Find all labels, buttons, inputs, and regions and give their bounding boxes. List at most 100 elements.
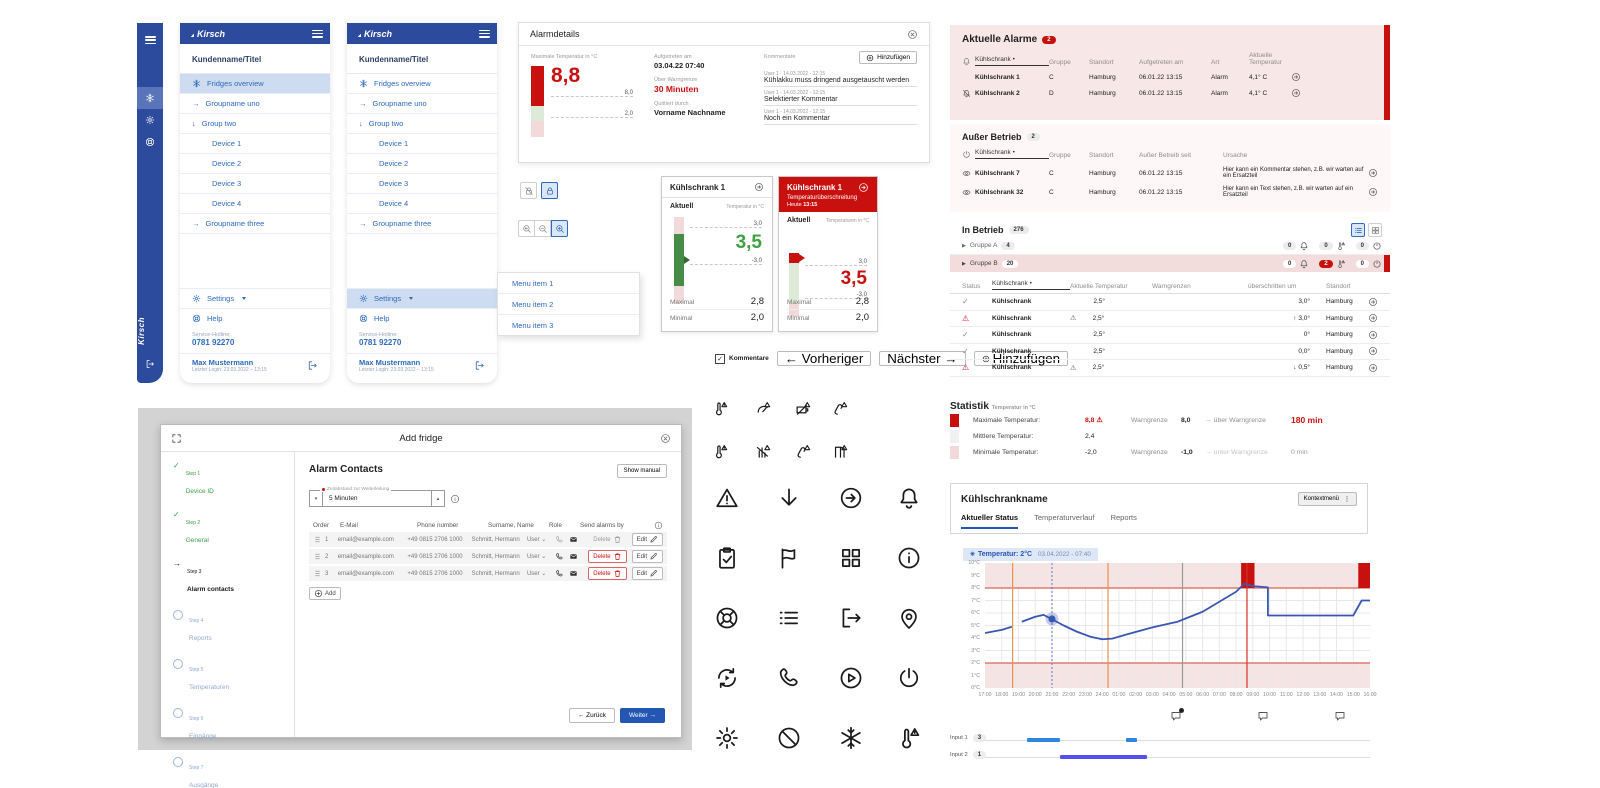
contact-row[interactable]: 2 email@example.com +49 0815 2706 1000 Schm…: [309, 549, 667, 564]
settings-circle-icon[interactable]: [654, 521, 663, 530]
sidebar-item-settings[interactable]: Settings: [347, 288, 497, 308]
rail-item-help[interactable]: [137, 131, 163, 153]
next-button[interactable]: Weiter →: [620, 708, 665, 723]
step-ausgaenge[interactable]: Step 7 Ausgänge: [173, 756, 294, 788]
open-detail-icon[interactable]: [1368, 313, 1378, 323]
drag-handle-icon[interactable]: [313, 569, 322, 578]
rail-logout-button[interactable]: [137, 353, 163, 375]
open-detail-icon[interactable]: [1368, 346, 1378, 356]
group-row-alert[interactable]: ▶ Gruppe B 20 0 2 0: [950, 255, 1390, 272]
hotline-number[interactable]: 0781 92270: [359, 338, 402, 347]
add-comment-button[interactable]: Hinzufügen: [859, 51, 917, 64]
step-reports[interactable]: Step 4 Reports: [173, 609, 294, 645]
sidebar-item-group-two[interactable]: ↓ Group two: [180, 114, 330, 134]
sidebar-item-device-2[interactable]: Device 2: [347, 154, 497, 174]
expand-icon[interactable]: [171, 433, 182, 444]
open-detail-icon[interactable]: [1368, 168, 1378, 178]
zoom-reset-button[interactable]: [518, 220, 535, 237]
phone-icon[interactable]: [555, 535, 564, 544]
add-contact-button[interactable]: Add: [309, 587, 341, 600]
fridge-table-row[interactable]: Kühlschrank⚠2,5°↑ 3,0°Hamburg: [950, 311, 1390, 327]
sidebar-item-help[interactable]: Help: [347, 308, 497, 328]
comment-marker-icon[interactable]: [1170, 708, 1184, 722]
logout-icon[interactable]: [307, 360, 318, 371]
comment-marker-icon[interactable]: [1257, 710, 1269, 722]
info-icon[interactable]: [450, 494, 460, 504]
sort-column-header[interactable]: Kühlschrank •: [975, 149, 1049, 159]
hamburger-icon[interactable]: [479, 29, 490, 38]
fridge-table-row[interactable]: Kühlschrank⚠2,5°↓ 0,5°Hamburg: [950, 360, 1390, 377]
step-alarm-contacts[interactable]: → Step 3 Alarm contacts: [173, 559, 234, 594]
open-detail-icon[interactable]: [858, 182, 869, 193]
sidebar-item-group-two[interactable]: ↓ Group two: [347, 114, 497, 134]
out-of-service-row[interactable]: Kühlschrank 7 C Hamburg 06.01.22 13:15 H…: [950, 159, 1390, 179]
fridge-card-normal[interactable]: Kühlschrank 1 Aktuell Temperatur in °C 3,…: [661, 176, 773, 332]
open-detail-icon[interactable]: [754, 182, 764, 192]
contact-row[interactable]: 1 email@example.com +49 0815 2706 1000 Schm…: [309, 532, 667, 547]
tab-temperaturverlauf[interactable]: Temperaturverlauf: [1034, 513, 1095, 522]
open-detail-icon[interactable]: [1368, 363, 1378, 373]
edit-button[interactable]: Edit: [631, 533, 663, 546]
delete-button[interactable]: Delete: [588, 550, 627, 563]
stepper-up-button[interactable]: ▴: [431, 491, 444, 506]
open-detail-icon[interactable]: [1368, 187, 1378, 197]
hotline-number[interactable]: 0781 92270: [192, 338, 235, 347]
sort-column-header[interactable]: Kühlschrank •: [975, 56, 1049, 66]
back-button[interactable]: ← Zurück: [568, 708, 616, 723]
edit-button[interactable]: Edit: [631, 550, 663, 563]
comment-item[interactable]: User 1 - 14.03.2022 - 12:15 Selektierter…: [764, 87, 917, 106]
role-select[interactable]: User ⌄: [526, 554, 547, 560]
delete-button[interactable]: Delete: [588, 533, 626, 546]
alarm-row[interactable]: Kühlschrank 1 C Hamburg 06.01.22 13:15 A…: [950, 66, 1390, 82]
open-detail-icon[interactable]: [1291, 88, 1301, 98]
show-manual-button[interactable]: Show manual: [616, 464, 667, 478]
sidebar-item-settings[interactable]: Settings: [180, 288, 330, 308]
zoom-out-button[interactable]: [535, 220, 551, 237]
fridge-card-alarm[interactable]: Kühlschrank 1 Temperaturüberschreitung H…: [778, 176, 878, 332]
close-icon[interactable]: [660, 433, 671, 444]
sidebar-item-group-three[interactable]: → Groupname three: [347, 214, 497, 234]
delete-button[interactable]: Delete: [588, 567, 627, 580]
sidebar-item-group-three[interactable]: → Groupname three: [180, 214, 330, 234]
open-detail-icon[interactable]: [1368, 330, 1378, 340]
tab-reports[interactable]: Reports: [1110, 513, 1137, 522]
step-general[interactable]: ✓ Step 2 General: [173, 510, 209, 545]
sidebar-item-device-2[interactable]: Device 2: [180, 154, 330, 174]
sort-column-header[interactable]: Kühlschrank •: [992, 280, 1070, 290]
sidebar-item-device-4[interactable]: Device 4: [180, 194, 330, 214]
previous-button[interactable]: ← Vorheriger: [776, 351, 872, 366]
sidebar-item-device-4[interactable]: Device 4: [347, 194, 497, 214]
sidebar-item-help[interactable]: Help: [180, 308, 330, 328]
alarm-row[interactable]: Kühlschrank 2 D Hamburg 06.01.22 13:15 A…: [950, 82, 1390, 98]
add-button[interactable]: Hinzufügen: [973, 351, 1069, 366]
mail-icon[interactable]: [569, 569, 578, 578]
menu-toggle-button[interactable]: [137, 29, 163, 51]
role-select[interactable]: User ⌄: [526, 571, 547, 577]
comment-item[interactable]: User 1 - 14.03.2022 - 12:15 Noch ein Kom…: [764, 106, 917, 125]
comment-marker-icon[interactable]: [1334, 710, 1346, 722]
context-menu-button[interactable]: Kontextmenü: [1297, 492, 1357, 506]
out-of-service-row[interactable]: Kühlschrank 32 C Hamburg 06.01.22 13:15 …: [950, 179, 1390, 198]
list-view-button[interactable]: [1351, 223, 1365, 237]
role-select[interactable]: User ⌄: [526, 537, 547, 543]
mail-icon[interactable]: [569, 552, 578, 561]
menu-item-3[interactable]: Menu item 3: [512, 320, 554, 330]
sidebar-item-device-1[interactable]: Device 1: [347, 134, 497, 154]
lock-button[interactable]: [541, 182, 558, 199]
close-icon[interactable]: [907, 29, 918, 40]
menu-item-2[interactable]: Menu item 2: [498, 294, 639, 315]
sidebar-item-fridges-overview[interactable]: Fridges overview: [347, 74, 497, 94]
drag-handle-icon[interactable]: [313, 552, 322, 561]
contact-row[interactable]: 3 email@example.com +49 0815 2706 1000 Schm…: [309, 566, 667, 581]
sidebar-item-group-uno[interactable]: → Groupname uno: [347, 94, 497, 114]
sidebar-item-device-3[interactable]: Device 3: [347, 174, 497, 194]
mail-icon[interactable]: [569, 535, 578, 544]
unlock-button[interactable]: [520, 182, 537, 199]
next-button[interactable]: Nächster →: [879, 351, 966, 366]
step-temperaturen[interactable]: Step 5 Temperaturen: [173, 658, 294, 694]
comments-checkbox[interactable]: ✓ Kommentare: [715, 353, 769, 364]
sidebar-item-device-3[interactable]: Device 3: [180, 174, 330, 194]
menu-item-1[interactable]: Menu item 1: [498, 273, 639, 294]
